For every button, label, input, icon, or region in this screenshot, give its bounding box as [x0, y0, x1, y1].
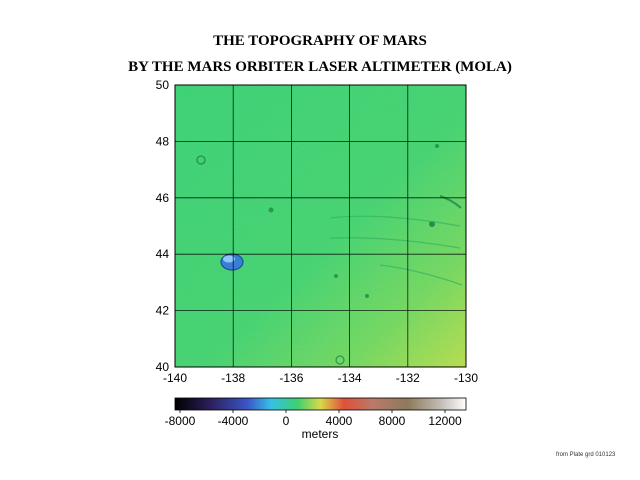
colorbar-unit-label: meters: [302, 427, 339, 441]
crater: [335, 355, 345, 365]
colorbar-tick-label: -4000: [218, 414, 249, 428]
crater: [196, 155, 206, 165]
map-title-line-2: BY THE MARS ORBITER LASER ALTIMETER (MOL…: [128, 59, 512, 75]
x-tick-label: -140: [163, 371, 187, 385]
y-tick-label: 44: [156, 247, 170, 261]
crater: [435, 144, 439, 148]
x-tick-label: -130: [454, 371, 478, 385]
lat-lon-grid: [175, 85, 466, 367]
x-axis: -140 -138 -136 -134 -132 -130: [163, 371, 478, 385]
colorbar-gradient: [174, 397, 467, 411]
large-crater-rim: [223, 255, 235, 263]
elevation-colorbar: -8000 -4000 0 4000 8000 12000 meters: [165, 397, 467, 441]
map-frame: [174, 84, 467, 368]
terrain-shading: [175, 85, 466, 367]
colorbar-tick-label: 4000: [326, 414, 353, 428]
x-tick-label: -136: [279, 371, 303, 385]
ridge-feature: [329, 237, 461, 249]
y-axis: 50 48 46 44 42 40: [156, 78, 170, 374]
source-credit: from Plate grd 010123: [556, 452, 616, 458]
x-tick-label: -138: [221, 371, 245, 385]
colorbar-tick-label: 12000: [428, 414, 462, 428]
map-panel: [174, 84, 467, 368]
y-tick-label: 50: [156, 78, 170, 92]
ridge-feature: [379, 264, 463, 286]
ridge-feature: [329, 215, 461, 227]
colorbar-tick-label: 8000: [379, 414, 406, 428]
colorbar-tick-label: -8000: [165, 414, 196, 428]
crater: [268, 207, 274, 213]
colorbar-tick-label: 0: [283, 414, 290, 428]
y-tick-label: 48: [156, 134, 170, 148]
y-tick-label: 42: [156, 304, 170, 318]
crater-features: [196, 144, 463, 365]
y-tick-label: 46: [156, 191, 170, 205]
x-tick-label: -134: [338, 371, 362, 385]
crater: [334, 274, 338, 278]
crater: [365, 294, 369, 298]
map-title-line-1: THE TOPOGRAPHY OF MARS: [213, 33, 427, 49]
y-tick-label: 40: [156, 360, 170, 374]
ridge-feature: [439, 195, 462, 209]
x-tick-label: -132: [396, 371, 420, 385]
crater: [429, 221, 435, 227]
